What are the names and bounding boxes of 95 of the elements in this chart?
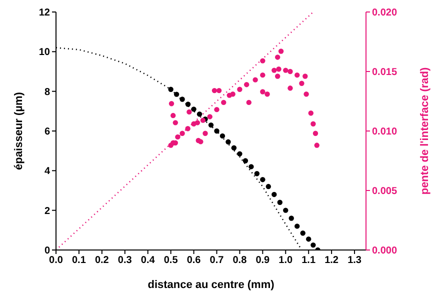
y-tick-label: 0 [44, 246, 50, 257]
point [266, 184, 272, 190]
x-axis-title: distance au centre (mm) [148, 279, 275, 291]
point [278, 48, 284, 54]
x-tick-label: 0.7 [210, 255, 224, 266]
y2-tick-label: 0.000 [372, 246, 398, 257]
point [252, 77, 258, 82]
point [230, 92, 236, 97]
y2-tick-label: 0.015 [372, 67, 398, 78]
point [299, 80, 304, 86]
point [304, 92, 309, 97]
point [283, 208, 288, 213]
x-tick-label: 0.6 [186, 255, 202, 266]
x-tick-label: 0.3 [118, 255, 132, 266]
point [220, 133, 226, 139]
x-tick-label: 1.3 [348, 255, 362, 266]
point [260, 89, 266, 94]
x-tick-label: 0.1 [72, 255, 86, 266]
y-tick-label: 4 [44, 166, 50, 178]
y2-tick-label: 0.020 [372, 8, 398, 19]
point [260, 176, 266, 182]
point [221, 100, 226, 106]
point [274, 54, 280, 60]
point [260, 58, 266, 64]
point [312, 130, 318, 136]
y-axis-title: épaisseur (µm) [12, 92, 25, 170]
point [288, 216, 294, 221]
point [306, 236, 312, 242]
point [180, 96, 185, 102]
x-tick-label: 0.0 [49, 255, 64, 266]
y2-axis-title: pente de l'interface (rad) [418, 67, 431, 195]
point [264, 92, 270, 97]
point [260, 72, 266, 78]
y-tick-label: 12 [38, 8, 50, 19]
point [244, 82, 250, 88]
point [254, 171, 260, 176]
point [196, 112, 202, 117]
point [198, 139, 204, 144]
point [168, 101, 174, 106]
point [310, 242, 316, 248]
point [276, 66, 282, 72]
point [310, 121, 316, 126]
point [272, 192, 277, 198]
y-tick-label: 6 [44, 126, 50, 138]
x-tick-label: 1.2 [324, 255, 339, 266]
point [191, 106, 196, 112]
point [288, 86, 293, 91]
point [314, 142, 320, 148]
point [246, 100, 252, 106]
point [300, 230, 306, 236]
point [168, 86, 174, 92]
x-tick-label: 1.0 [278, 255, 294, 266]
point [200, 118, 206, 123]
x-tick-label: 0.8 [232, 255, 248, 266]
y-tick-label: 8 [44, 86, 50, 98]
point [174, 92, 180, 97]
point [277, 200, 282, 205]
point [185, 102, 191, 107]
point [212, 88, 218, 94]
point [202, 130, 208, 136]
y2-tick-label: 0.005 [372, 186, 398, 198]
point [185, 126, 190, 132]
x-tick-label: 0.5 [164, 255, 178, 266]
point [288, 68, 293, 74]
point [248, 164, 254, 170]
point [207, 114, 212, 120]
point [214, 106, 220, 112]
point [175, 134, 180, 140]
point [194, 120, 200, 126]
point [208, 122, 214, 128]
point [242, 158, 248, 164]
point [170, 112, 176, 118]
point [214, 128, 220, 134]
point [302, 74, 308, 79]
x-tick-label: 0.2 [94, 255, 110, 266]
point [186, 109, 192, 115]
point [283, 68, 288, 73]
x-tick-label: 1.1 [302, 255, 316, 266]
point [237, 151, 242, 156]
y-tick-label: 2 [44, 206, 50, 217]
x-tick-label: 0.4 [140, 255, 156, 266]
point [274, 74, 280, 79]
point [237, 86, 242, 92]
y2-tick-label: 0.010 [372, 126, 398, 138]
point [231, 145, 237, 150]
x-tick-label: 0.9 [256, 255, 270, 266]
point [226, 139, 231, 145]
y-tick-label: 10 [38, 47, 50, 58]
point [216, 88, 222, 94]
point [180, 130, 185, 136]
point [308, 110, 314, 116]
point [172, 120, 178, 126]
point [294, 224, 300, 229]
point [272, 68, 277, 73]
point [294, 72, 300, 78]
